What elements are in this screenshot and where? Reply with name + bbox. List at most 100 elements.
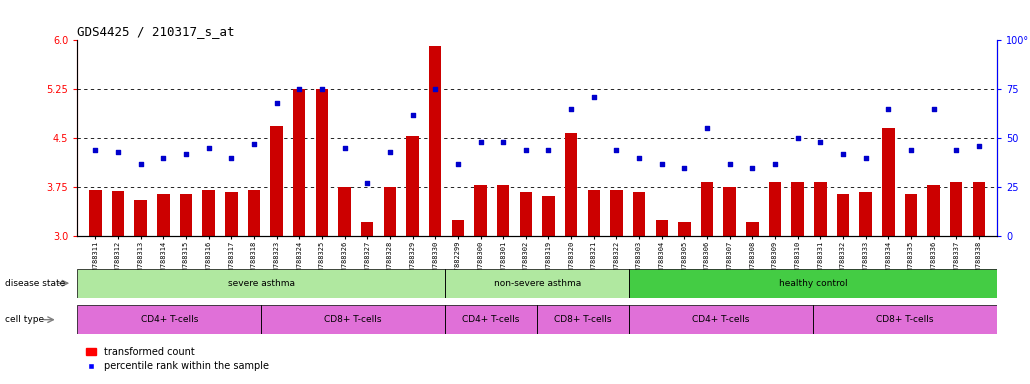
Point (698, 125, 715, 131)
Bar (262, 305, 445, 334)
Bar (836, 194, 849, 384)
Bar (248, 190, 261, 384)
Point (291, 86, 308, 92)
Bar (158, 194, 170, 384)
Bar (338, 187, 351, 384)
Point (925, 106, 941, 112)
Bar (768, 182, 781, 384)
Point (608, 147, 624, 153)
Bar (519, 192, 533, 384)
Point (902, 147, 919, 153)
Point (224, 155, 240, 161)
Bar (445, 269, 629, 298)
Point (585, 94, 602, 100)
Bar (950, 182, 962, 384)
Bar (77, 305, 262, 334)
Bar (474, 185, 487, 384)
Bar (271, 126, 283, 384)
Text: CD4+ T-cells: CD4+ T-cells (140, 315, 198, 324)
Point (630, 155, 647, 161)
Bar (451, 220, 465, 384)
Point (133, 161, 149, 167)
Text: disease state: disease state (5, 279, 65, 288)
Text: cell type: cell type (5, 315, 44, 324)
Text: non-severe asthma: non-severe asthma (493, 279, 581, 288)
Point (744, 164, 760, 170)
Bar (112, 191, 125, 384)
Bar (538, 305, 629, 334)
Text: CD4+ T-cells: CD4+ T-cells (692, 315, 750, 324)
Bar (428, 46, 442, 384)
Point (880, 106, 896, 112)
Point (178, 151, 195, 157)
Point (789, 135, 805, 141)
Text: healthy control: healthy control (779, 279, 848, 288)
Point (405, 112, 421, 118)
Point (721, 161, 737, 167)
Bar (383, 187, 397, 384)
Bar (904, 194, 917, 384)
Bar (315, 89, 329, 384)
Point (857, 155, 873, 161)
Bar (564, 133, 578, 384)
Bar (791, 182, 803, 384)
Bar (700, 182, 714, 384)
Point (495, 139, 512, 145)
Point (88, 147, 104, 153)
Bar (77, 269, 445, 298)
Point (201, 145, 217, 151)
Point (518, 147, 535, 153)
Bar (360, 222, 374, 384)
Text: CD8+ T-cells: CD8+ T-cells (324, 315, 382, 324)
Bar (814, 182, 826, 384)
Bar (180, 194, 193, 384)
Text: CD4+ T-cells: CD4+ T-cells (462, 315, 520, 324)
Bar (629, 305, 813, 334)
Point (540, 147, 556, 153)
Legend: transformed count, percentile rank within the sample: transformed count, percentile rank withi… (82, 343, 272, 375)
Bar (445, 305, 538, 334)
Bar (587, 190, 600, 384)
Point (812, 139, 828, 145)
Bar (542, 196, 555, 384)
Bar (632, 192, 646, 384)
Point (834, 151, 851, 157)
Text: severe asthma: severe asthma (228, 279, 295, 288)
Bar (655, 220, 668, 384)
Bar (723, 187, 736, 384)
Point (314, 86, 331, 92)
Bar (406, 136, 419, 384)
Point (246, 141, 263, 147)
Point (269, 100, 285, 106)
Point (766, 161, 783, 167)
Point (948, 147, 964, 153)
Bar (972, 182, 985, 384)
Bar (629, 269, 997, 298)
Bar (859, 192, 871, 384)
Point (970, 143, 987, 149)
Point (473, 139, 489, 145)
Text: CD8+ T-cells: CD8+ T-cells (877, 315, 934, 324)
Bar (813, 305, 997, 334)
Bar (746, 222, 759, 384)
Point (359, 180, 376, 186)
Point (337, 145, 353, 151)
Bar (135, 200, 147, 384)
Point (653, 161, 670, 167)
Bar (882, 128, 894, 384)
Point (110, 149, 127, 155)
Point (676, 164, 692, 170)
Bar (610, 190, 623, 384)
Point (382, 149, 399, 155)
Bar (203, 190, 215, 384)
Bar (226, 192, 238, 384)
Bar (678, 222, 691, 384)
Bar (294, 89, 306, 384)
Bar (496, 185, 510, 384)
Bar (927, 185, 939, 384)
Point (156, 155, 172, 161)
Text: CD8+ T-cells: CD8+ T-cells (554, 315, 612, 324)
Point (427, 86, 444, 92)
Point (562, 106, 579, 112)
Bar (90, 190, 102, 384)
